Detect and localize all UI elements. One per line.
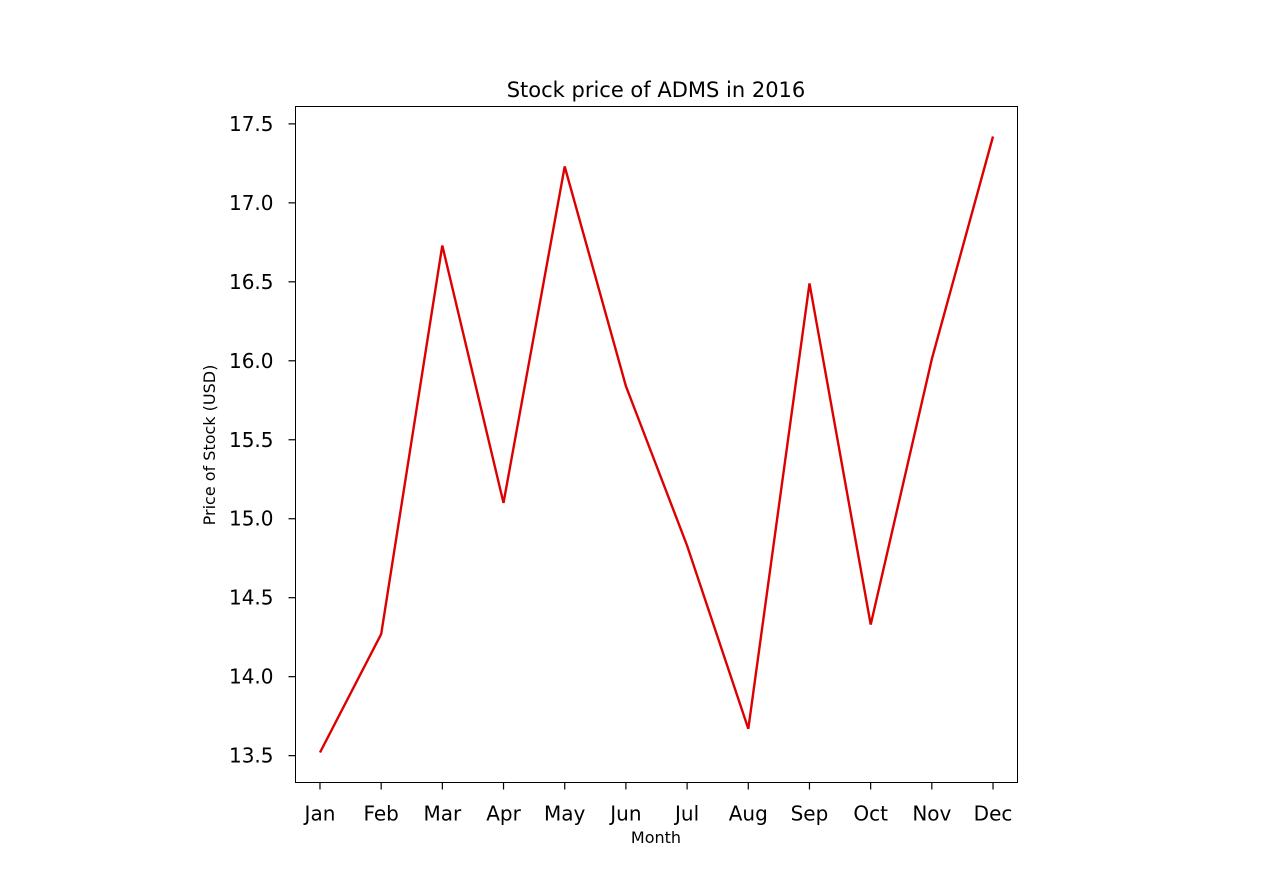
plot-area-frame — [295, 106, 1018, 783]
x-tick-label: Mar — [423, 802, 462, 826]
y-tick-label: 16.5 — [229, 270, 274, 294]
x-tick-label: Dec — [974, 802, 1013, 826]
x-tick-label: Oct — [853, 802, 888, 826]
x-tick-label: May — [544, 802, 586, 826]
y-tick-label: 17.5 — [229, 112, 274, 136]
x-axis-label: Month — [631, 828, 681, 847]
series-group — [318, 136, 995, 754]
y-tick-label: 13.5 — [229, 744, 274, 768]
x-tick-label: Nov — [912, 802, 951, 826]
series-line-0 — [318, 136, 995, 754]
y-tick-label: 14.0 — [229, 665, 274, 689]
x-tick-label: Jul — [673, 802, 699, 826]
chart-title: Stock price of ADMS in 2016 — [507, 78, 806, 102]
x-tick-label: Aug — [729, 802, 768, 826]
x-tick-label: Apr — [486, 802, 521, 826]
y-tick-label: 15.5 — [229, 428, 274, 452]
y-tick-label: 14.5 — [229, 586, 274, 610]
y-axis-label: Price of Stock (USD) — [200, 365, 219, 526]
x-tick-label: Jun — [608, 802, 641, 826]
x-tick-label: Feb — [363, 802, 398, 826]
x-tick-label: Jan — [303, 802, 336, 826]
y-tick-label: 17.0 — [229, 191, 274, 215]
x-tick-label: Sep — [791, 802, 829, 826]
y-tick-label: 15.0 — [229, 507, 274, 531]
y-tick-label: 16.0 — [229, 349, 274, 373]
y-axis: 13.5 14.0 14.5 15.0 15.5 16.0 16.5 17.0 17.5 — [229, 112, 296, 768]
x-axis: Jan Feb Mar Apr May Jun Jul Aug Sep Oct Nov Dec — [303, 782, 1013, 826]
